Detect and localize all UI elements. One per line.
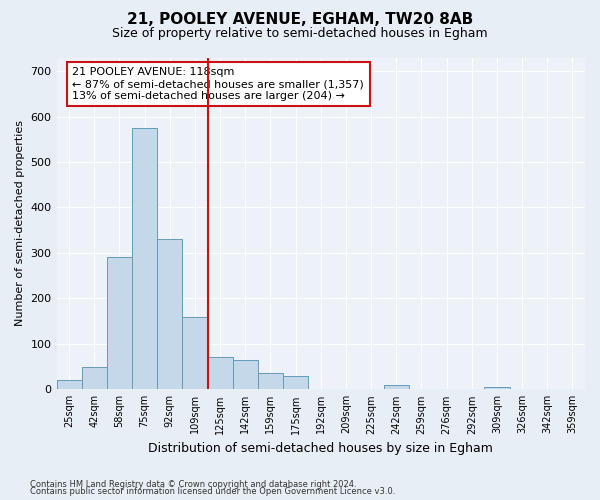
Bar xyxy=(132,128,157,390)
Text: Contains HM Land Registry data © Crown copyright and database right 2024.: Contains HM Land Registry data © Crown c… xyxy=(30,480,356,489)
Bar xyxy=(484,387,509,390)
Text: Size of property relative to semi-detached houses in Egham: Size of property relative to semi-detach… xyxy=(112,28,488,40)
Text: Contains public sector information licensed under the Open Government Licence v3: Contains public sector information licen… xyxy=(30,487,395,496)
Y-axis label: Number of semi-detached properties: Number of semi-detached properties xyxy=(15,120,25,326)
Bar xyxy=(383,385,409,390)
Bar xyxy=(182,316,208,390)
Bar xyxy=(56,380,82,390)
Bar xyxy=(283,376,308,390)
Bar xyxy=(233,360,258,390)
Bar xyxy=(82,366,107,390)
Text: 21 POOLEY AVENUE: 118sqm
← 87% of semi-detached houses are smaller (1,357)
13% o: 21 POOLEY AVENUE: 118sqm ← 87% of semi-d… xyxy=(73,68,364,100)
X-axis label: Distribution of semi-detached houses by size in Egham: Distribution of semi-detached houses by … xyxy=(148,442,493,455)
Text: 21, POOLEY AVENUE, EGHAM, TW20 8AB: 21, POOLEY AVENUE, EGHAM, TW20 8AB xyxy=(127,12,473,28)
Bar xyxy=(208,358,233,390)
Bar xyxy=(157,240,182,390)
Bar xyxy=(258,374,283,390)
Bar xyxy=(107,258,132,390)
